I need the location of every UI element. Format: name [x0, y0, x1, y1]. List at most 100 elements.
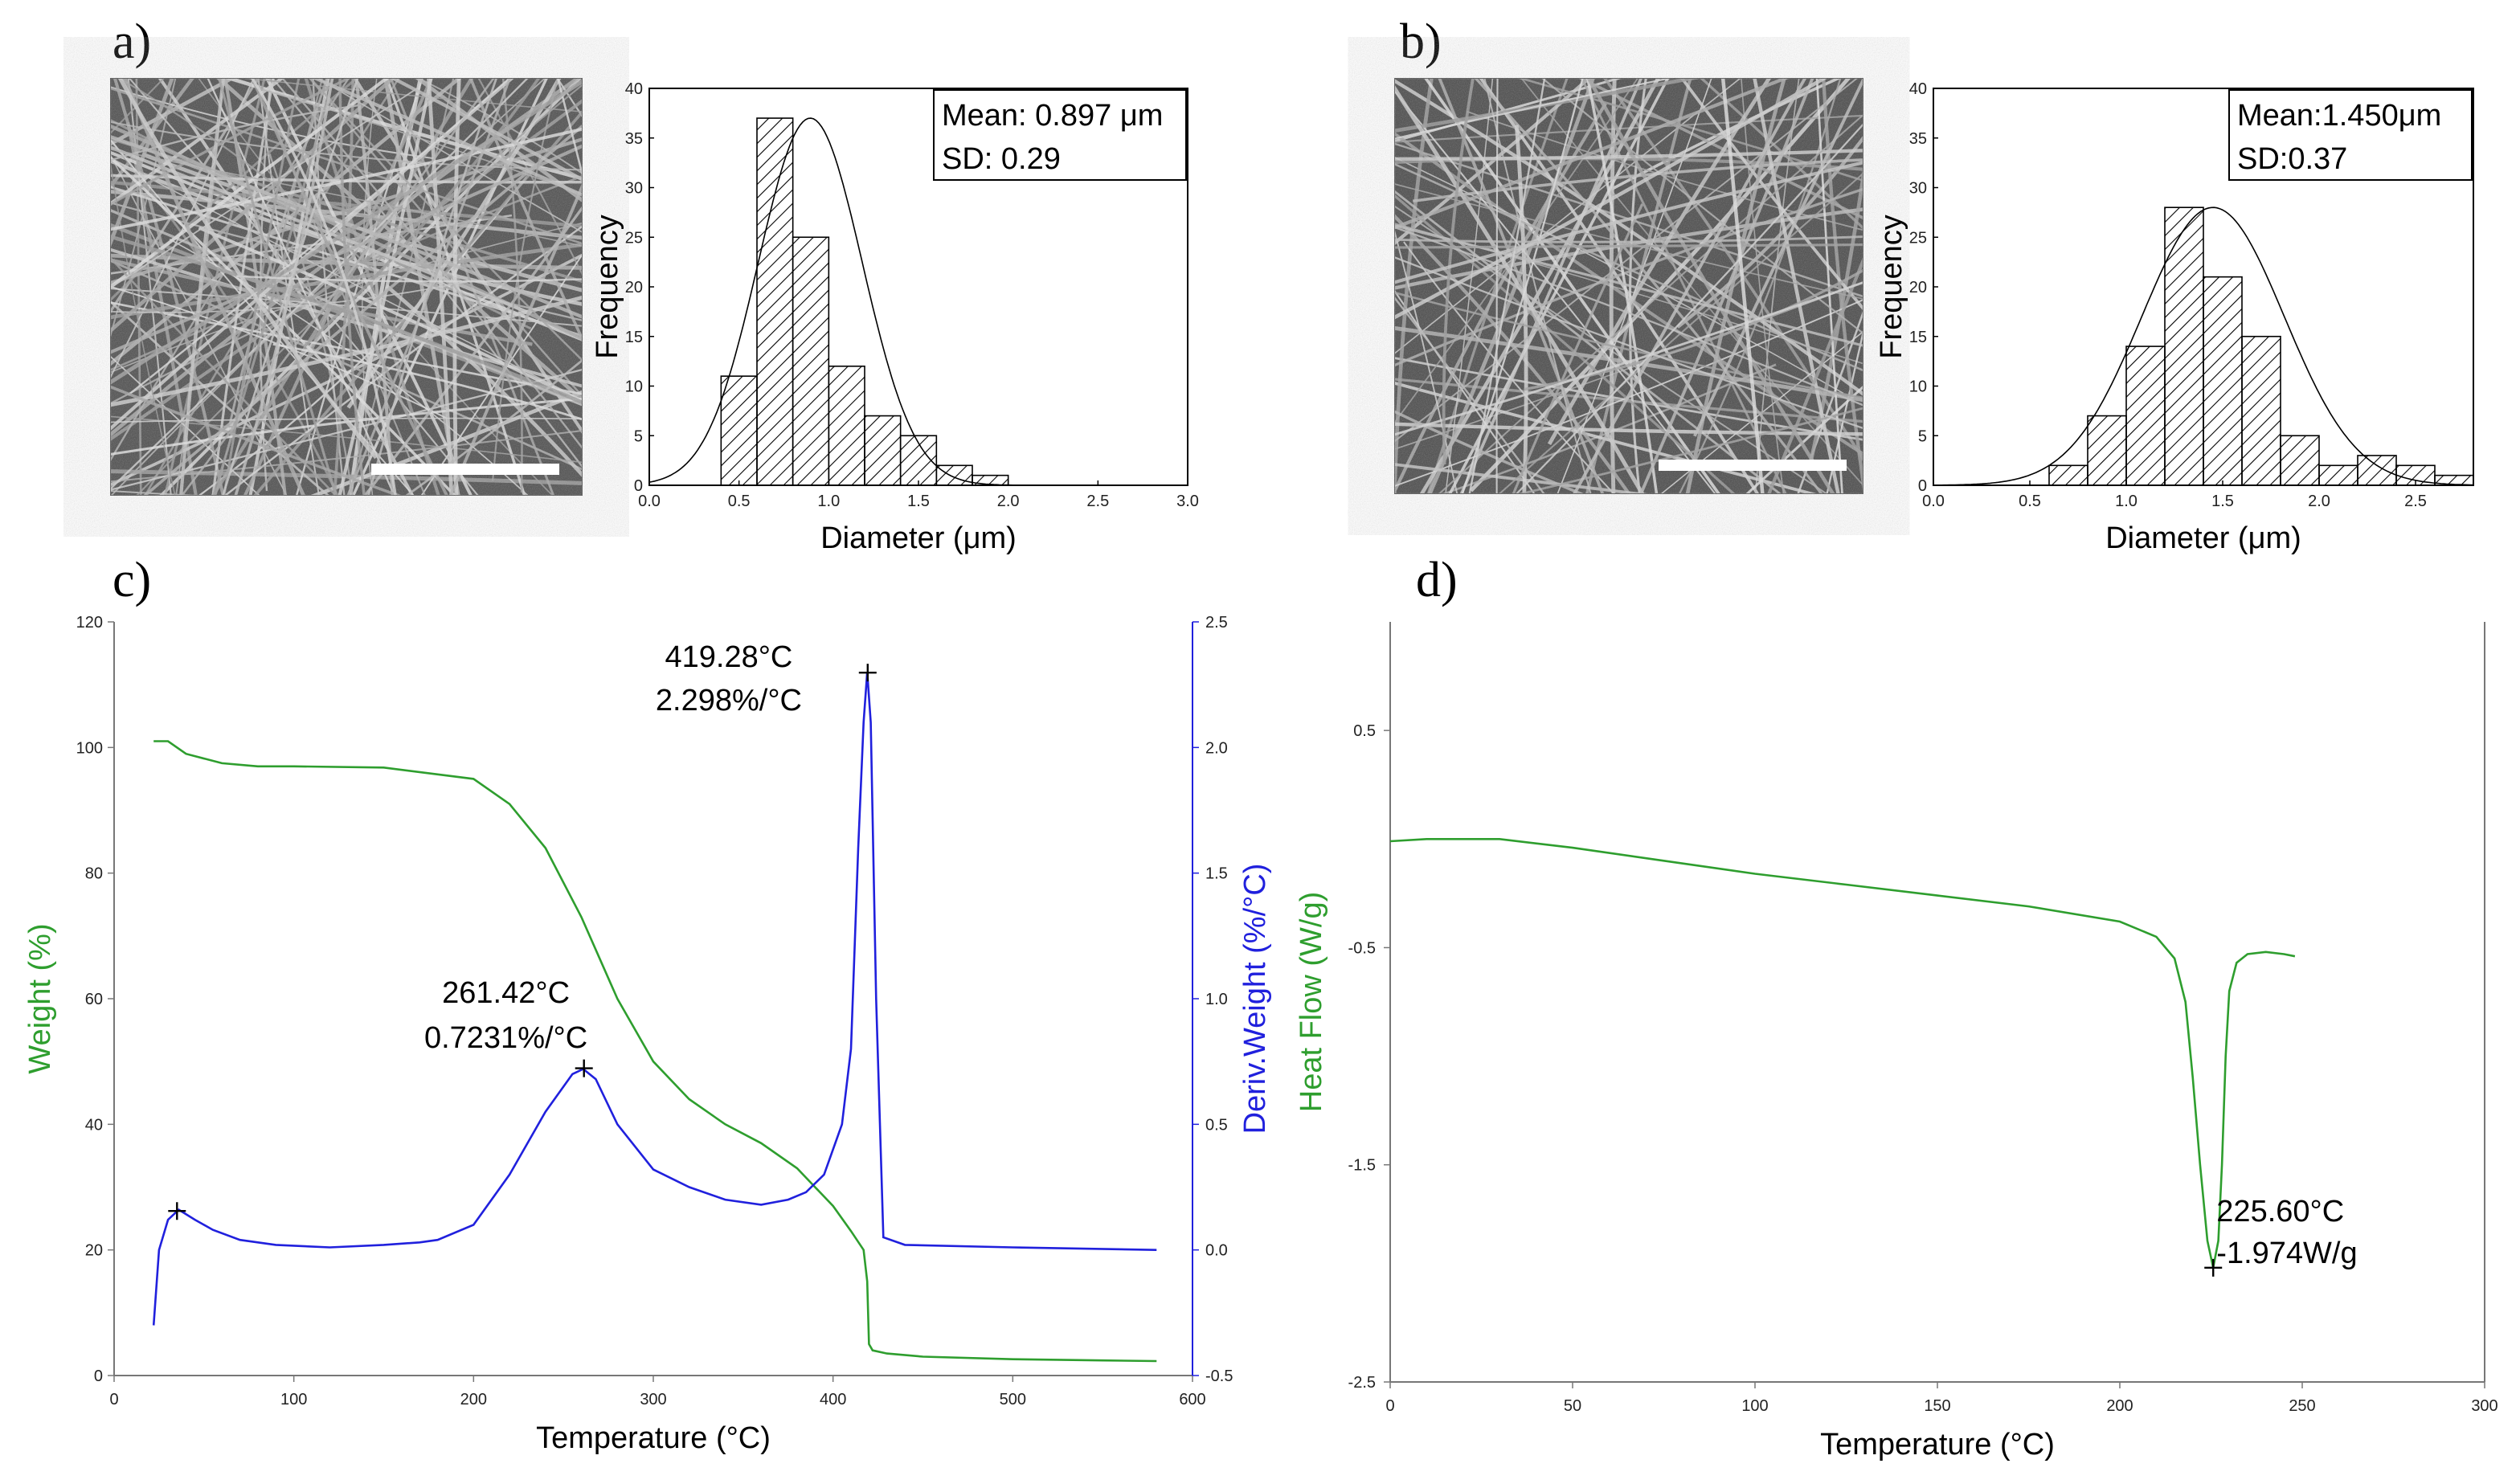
- peak-annotation-temp: 419.28°C: [665, 640, 793, 674]
- x-tick-label: 600: [1179, 1391, 1205, 1408]
- x-tick-label: 2.0: [997, 493, 1020, 510]
- scale-bar: [1659, 460, 1847, 471]
- x-tick-label: 250: [2289, 1397, 2315, 1415]
- peak-annotation-temp: 261.42°C: [442, 976, 570, 1010]
- x-tick-label: 200: [460, 1391, 487, 1408]
- fit-curve: [1933, 206, 2474, 486]
- y-tick-label: 100: [76, 739, 103, 757]
- y-tick-label: 35: [1909, 130, 1927, 148]
- y-tick-label: 30: [1909, 180, 1927, 198]
- y-tick-label: 0: [1918, 477, 1927, 495]
- sem-image-b: [1394, 78, 1863, 494]
- x-axis-label: Temperature (°C): [536, 1421, 771, 1455]
- y-right-tick-label: -0.5: [1205, 1367, 1233, 1385]
- y-axis-label: Weight (%): [23, 923, 57, 1073]
- peak-marker: [2204, 1258, 2223, 1277]
- stats-sd: SD: 0.29: [942, 142, 1061, 176]
- histogram-bar: [2125, 345, 2166, 486]
- peak-marker: [575, 1059, 593, 1077]
- y-right-tick-label: 1.0: [1205, 991, 1228, 1008]
- x-tick-label: 150: [1924, 1397, 1950, 1415]
- histogram-bar: [2164, 206, 2204, 486]
- histogram-bar: [864, 415, 902, 486]
- histogram-bar: [2203, 276, 2243, 486]
- y-tick-label: 30: [625, 180, 643, 198]
- histogram-bar: [2087, 415, 2127, 486]
- panel-label-a: a): [112, 14, 151, 69]
- y-tick-label: 40: [85, 1116, 103, 1134]
- x-tick-label: 1.5: [907, 493, 930, 510]
- y-tick-label: -2.5: [1348, 1374, 1376, 1392]
- y-axis-label: Frequency: [591, 215, 624, 359]
- histogram-bar: [2434, 474, 2474, 486]
- y-tick-label: 15: [1909, 329, 1927, 346]
- x-axis-label: Diameter (μm): [2105, 521, 2301, 555]
- peak-annotation-rate: 0.7231%/°C: [424, 1021, 587, 1055]
- y-tick-label: 20: [1909, 279, 1927, 296]
- x-tick-label: 200: [2106, 1397, 2133, 1415]
- histogram-bar: [828, 365, 865, 486]
- y-tick-label: 20: [625, 279, 643, 296]
- heat-flow-series-line: [1389, 838, 2296, 1269]
- stats-legend-box: [2228, 89, 2473, 181]
- y-tick-label: 40: [625, 80, 643, 98]
- y-tick-label: -1.5: [1348, 1157, 1376, 1175]
- x-tick-label: 3.0: [1176, 493, 1199, 510]
- panel-label-c: c): [112, 553, 151, 607]
- histogram-bar: [2048, 464, 2088, 486]
- x-tick-label: 1.0: [817, 493, 840, 510]
- x-tick-label: 0: [1385, 1397, 1394, 1415]
- y-tick-label: 40: [1909, 80, 1927, 98]
- histogram-bar: [2318, 464, 2358, 486]
- histogram-bar: [2280, 435, 2320, 486]
- stats-sd: SD:0.37: [2237, 142, 2347, 176]
- tga-chart: 0 100 200 300 400 500 600 0 20 40 60 80 100 120 -0.5 0.…: [23, 614, 1272, 1455]
- y-tick-label: 20: [85, 1242, 103, 1260]
- y-tick-label: 10: [625, 378, 643, 396]
- x-axis-label: Temperature (°C): [1820, 1428, 2055, 1462]
- y-right-tick-label: 1.5: [1205, 865, 1228, 883]
- histogram-bar: [935, 464, 973, 486]
- x-tick-label: 1.0: [2115, 493, 2138, 510]
- x-tick-label: 300: [2471, 1397, 2498, 1415]
- x-tick-label: 100: [1741, 1397, 1768, 1415]
- histogram-bar: [2241, 335, 2281, 486]
- histogram-b: 0.0 0.5 1.0 1.5 2.0 2.5 0 5 10 15 20 25 30 35 40 Diamet…: [1875, 80, 2474, 555]
- peak-annotation-rate: 2.298%/°C: [656, 684, 802, 717]
- sem-image-a: [110, 78, 583, 496]
- y-tick-label: 5: [634, 427, 643, 445]
- y-right-tick-label: 2.5: [1205, 614, 1228, 632]
- y-tick-label: -0.5: [1348, 939, 1376, 957]
- y-tick-label: 10: [1909, 378, 1927, 396]
- y-axis-label: Frequency: [1875, 215, 1908, 359]
- y-tick-label: 5: [1918, 427, 1927, 445]
- histogram-bar: [972, 474, 1009, 486]
- deriv-weight-series-line: [152, 672, 1157, 1326]
- x-tick-label: 0.0: [638, 493, 661, 510]
- y-axis-label: Heat Flow (W/g): [1295, 892, 1328, 1112]
- x-tick-label: 0: [109, 1391, 118, 1408]
- x-tick-label: 100: [280, 1391, 307, 1408]
- histogram-bar: [792, 236, 830, 486]
- y-tick-label: 35: [625, 130, 643, 148]
- histogram-bar: [720, 375, 758, 486]
- peak-marker: [858, 664, 877, 682]
- x-tick-label: 2.5: [2404, 493, 2427, 510]
- x-tick-label: 2.5: [1086, 493, 1109, 510]
- peak-annotation-heat-flow: -1.974W/g: [2216, 1237, 2357, 1270]
- y-tick-label: 60: [85, 991, 103, 1008]
- stats-mean: Mean: 0.897 μm: [942, 99, 1163, 133]
- y-tick-label: 15: [625, 329, 643, 346]
- y-right-axis-label: Deriv.Weight (%/°C): [1238, 864, 1272, 1134]
- x-tick-label: 2.0: [2308, 493, 2330, 510]
- x-tick-label: 300: [640, 1391, 666, 1408]
- x-tick-label: 500: [1000, 1391, 1026, 1408]
- y-tick-label: 25: [1909, 229, 1927, 247]
- panel-label-b: b): [1400, 14, 1442, 69]
- x-tick-label: 0.5: [728, 493, 751, 510]
- weight-series-line: [153, 740, 1157, 1363]
- dsc-chart: 0 50 100 150 200 250 300 -2.5 -1.5 -0.5 0.5 Tempera…: [1295, 622, 2498, 1462]
- x-tick-label: 0.0: [1922, 493, 1945, 510]
- peak-annotation-temp: 225.60°C: [2216, 1195, 2344, 1228]
